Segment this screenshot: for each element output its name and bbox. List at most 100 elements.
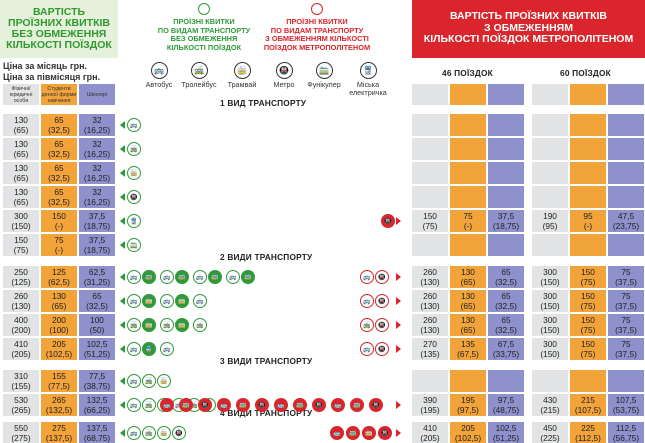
arrow-right-icon xyxy=(396,297,401,305)
legend-limited: ПРОЇЗНІ КВИТКИ ПО ВИДАМ ТРАНСПОРТУ З ОБМ… xyxy=(258,3,376,52)
student-price-cell: 75 (-) xyxy=(41,234,77,256)
tram-icon: 🚋 xyxy=(127,166,141,180)
price-value: 130 xyxy=(14,139,28,149)
arrow-right-icon xyxy=(396,273,401,281)
price-value: 150 xyxy=(581,315,595,325)
pupil-price-cell: 77,5 (38,75) xyxy=(79,370,115,392)
half-price-value: (16,25) xyxy=(83,172,111,183)
empty-price-cell xyxy=(450,370,486,392)
student-price-cell: 155 (77,5) xyxy=(41,370,77,392)
price-value: 65 xyxy=(501,315,511,325)
half-price-value: (53,75) xyxy=(612,404,640,415)
half-price-value: (215) xyxy=(540,404,560,415)
price-value: 75 xyxy=(54,235,64,245)
price-value: 300 xyxy=(543,339,557,349)
half-price-value: (150) xyxy=(540,300,560,311)
mode-city-train: 🚆 Міська електричка xyxy=(345,62,391,97)
half-price-value: (65) xyxy=(51,300,67,311)
half-price-value: (-) xyxy=(54,244,64,255)
section-4: 4 ВИДИ ТРАНСПОРТУ xyxy=(220,408,313,418)
half-price-value: (16,25) xyxy=(83,124,111,135)
trolleybus-icon: 🚎 xyxy=(190,62,208,79)
price-value: 215 xyxy=(581,395,595,405)
half-price-value: (32,5) xyxy=(86,300,108,311)
bus-icon: 🚌 xyxy=(160,398,174,412)
price-value: 65 xyxy=(501,267,511,277)
bus-icon: 🚌 xyxy=(330,426,344,440)
col-legal-header: Фізичні/ юридичні особи xyxy=(3,84,39,105)
student-price-cell: 200 (100) xyxy=(41,314,77,336)
metro-limited-price-cell: 150 (75) xyxy=(412,210,448,232)
price-value: 410 xyxy=(423,423,437,433)
trolleybus-icon: 🚎 xyxy=(160,318,174,332)
arrow-left-icon xyxy=(120,345,125,353)
half-price-value: (32,5) xyxy=(48,148,70,159)
price-value: 65 xyxy=(54,115,64,125)
half-price-value: (150) xyxy=(11,220,31,231)
metro-limited-price-cell: 410 (205) xyxy=(412,422,448,443)
metro-icon: 🚇 xyxy=(375,342,389,356)
bus-icon: 🚌 xyxy=(127,374,141,388)
half-price-value: (200) xyxy=(11,324,31,335)
student-price-cell: 150 (-) xyxy=(41,210,77,232)
half-price-value: (65) xyxy=(460,276,476,287)
half-price-value: (265) xyxy=(11,404,31,415)
half-price-value: (65) xyxy=(13,124,29,135)
price-value: 300 xyxy=(543,291,557,301)
legend-unlimited: ПРОЇЗНІ КВИТКИ ПО ВИДАМ ТРАНСПОРТУ БЕЗ О… xyxy=(150,3,258,52)
price-value: 97,5 xyxy=(497,395,515,405)
right-col-orange-60 xyxy=(570,84,606,105)
tram-icon: 🚋 xyxy=(175,294,189,308)
tram-icon: 🚋 xyxy=(157,426,171,440)
student-price-cell: 65 (32,5) xyxy=(41,186,77,208)
price-note: Ціна за місяць грн. Ціна за півмісяця гр… xyxy=(3,61,101,82)
half-price-value: (75) xyxy=(580,300,596,311)
arrow-left-icon xyxy=(120,297,125,305)
price-value: 75 xyxy=(621,267,631,277)
legal-price-cell: 130 (65) xyxy=(3,162,39,184)
bus-icon: 🚌 xyxy=(360,294,374,308)
metro-limited-price-cell: 300 (150) xyxy=(532,266,568,288)
bus-icon: 🚌 xyxy=(127,294,141,308)
price-value: 400 xyxy=(14,315,28,325)
metro-limited-price-cell: 270 (135) xyxy=(412,338,448,360)
half-price-value: (51,25) xyxy=(492,432,520,443)
price-value: 550 xyxy=(14,423,28,433)
empty-price-cell xyxy=(532,162,568,184)
pupil-price-cell: 137,5 (68,75) xyxy=(79,422,115,443)
arrow-left-icon xyxy=(120,169,125,177)
trolleybus-icon: 🚎 xyxy=(142,426,156,440)
tram-icon: 🚋 xyxy=(362,426,376,440)
mode-tram: 🚋 Трамвай xyxy=(222,62,262,89)
price-value: 390 xyxy=(423,395,437,405)
legal-price-cell: 530 (265) xyxy=(3,394,39,416)
metro-limited-price-cell: 300 (150) xyxy=(532,314,568,336)
price-value: 260 xyxy=(423,267,437,277)
metro-icon: 🚇 xyxy=(172,426,186,440)
legal-price-cell: 130 (65) xyxy=(3,186,39,208)
metro-icon: 🚇 xyxy=(375,270,389,284)
price-value: 310 xyxy=(14,371,28,381)
empty-price-cell xyxy=(450,234,486,256)
metro-limited-price-cell: 75 (37,5) xyxy=(608,290,644,312)
price-value: 150 xyxy=(52,211,66,221)
metro-limited-price-cell: 67,5 (33,75) xyxy=(488,338,524,360)
half-price-value: (16,25) xyxy=(83,196,111,207)
price-value: 150 xyxy=(423,211,437,221)
legal-price-cell: 400 (200) xyxy=(3,314,39,336)
metro-limited-price-cell: 150 (75) xyxy=(570,266,606,288)
empty-price-cell xyxy=(570,370,606,392)
city-train-icon: 🚆 xyxy=(359,62,377,79)
empty-price-cell xyxy=(412,370,448,392)
price-value: 130 xyxy=(461,291,475,301)
price-value: 190 xyxy=(543,211,557,221)
price-value: 300 xyxy=(14,211,28,221)
price-value: 265 xyxy=(52,395,66,405)
arrow-left-icon xyxy=(120,145,125,153)
student-price-cell: 125 (62,5) xyxy=(41,266,77,288)
pupil-price-cell: 62,5 (31,25) xyxy=(79,266,115,288)
price-value: 75 xyxy=(463,211,473,221)
bus-icon: 🚌 xyxy=(150,62,168,79)
empty-price-cell xyxy=(608,114,644,136)
arrow-left-icon xyxy=(120,241,125,249)
